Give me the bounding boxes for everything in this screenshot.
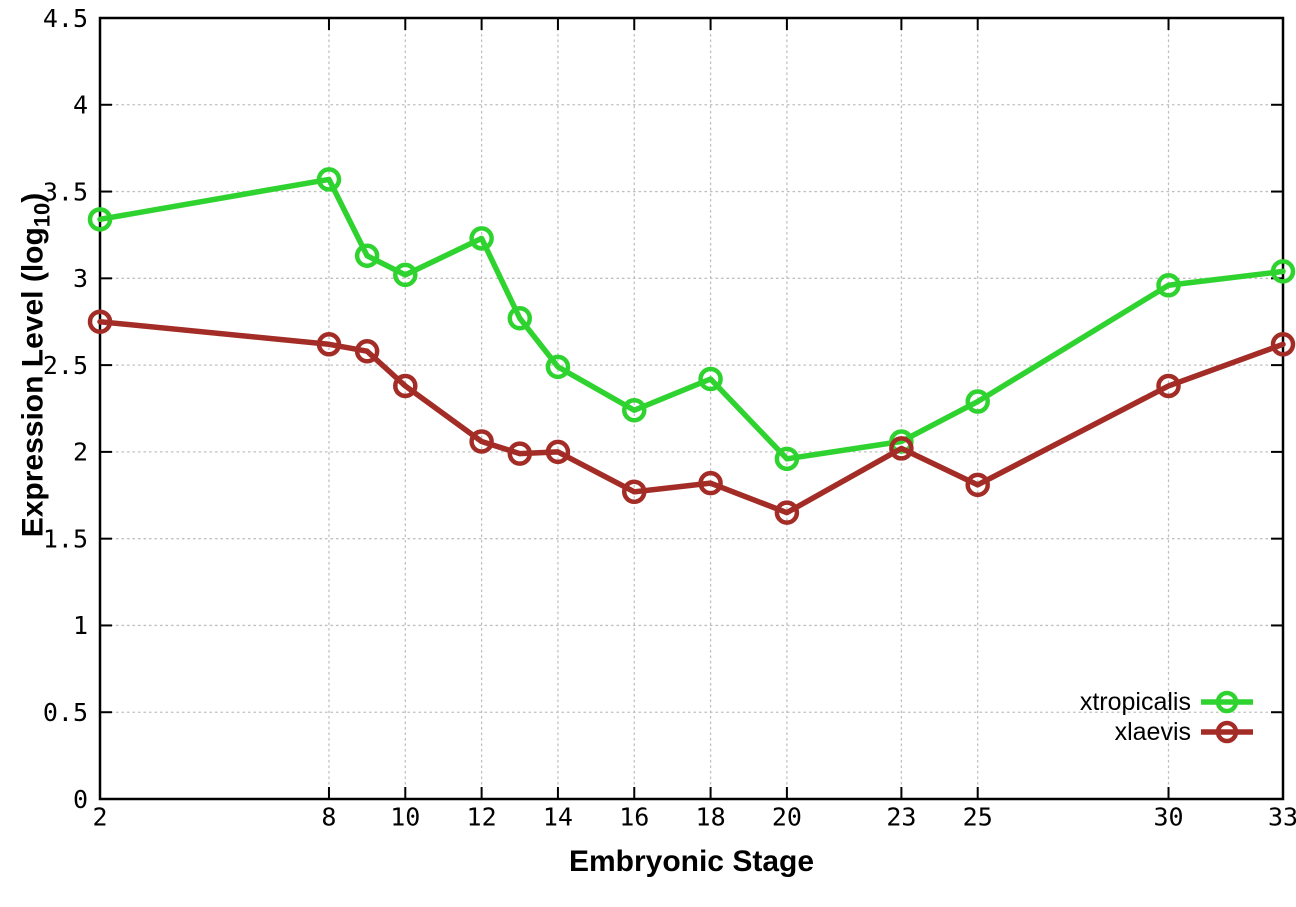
data-point-xtropicalis-stage-18: [698, 366, 723, 392]
data-point-xtropicalis-stage-2: [87, 207, 113, 232]
legend-sample-circle: [1215, 720, 1239, 744]
y-axis-title-subscript: 10: [29, 202, 55, 228]
data-point-xtropicalis-stage-8: [316, 167, 342, 192]
x-tick-label: 30: [1153, 802, 1183, 831]
x-tick-label: 14: [543, 802, 573, 831]
data-point-xlaevis-stage-9: [354, 338, 380, 364]
x-tick-label: 16: [619, 802, 649, 831]
legend-marker-xlaevis-icon: [1200, 717, 1254, 747]
x-tick-label: 18: [696, 802, 726, 831]
y-tick-label: 0: [73, 785, 88, 814]
data-point-xlaevis-stage-16: [622, 479, 647, 505]
y-tick-label: 1: [73, 611, 88, 640]
data-point-xlaevis-stage-8: [316, 332, 342, 357]
y-axis-title-main: Expression Level (log: [16, 227, 50, 538]
y-tick-label: 2: [73, 438, 88, 467]
data-point-xlaevis-stage-10: [393, 373, 418, 399]
data-point-xlaevis-stage-25: [965, 472, 990, 498]
legend-label-xlaevis: xlaevis: [1114, 718, 1191, 746]
x-tick-label: 25: [963, 802, 993, 831]
y-tick-label: 4.5: [43, 4, 88, 33]
x-tick-label: 33: [1268, 802, 1296, 831]
data-point-xtropicalis-stage-25: [965, 389, 990, 414]
legend-row-xlaevis: xlaevis: [1080, 717, 1254, 747]
legend-marker-xtropicalis-icon: [1200, 687, 1254, 717]
data-point-xlaevis-stage-18: [698, 470, 723, 496]
x-tick-label: 2: [92, 802, 107, 831]
data-point-xlaevis-stage-2: [87, 309, 113, 334]
legend: xtropicalis xlaevis: [1080, 687, 1254, 747]
y-axis-title-end: ): [16, 192, 50, 203]
data-point-xtropicalis-stage-30: [1156, 273, 1181, 298]
data-point-xlaevis-stage-23: [889, 436, 914, 461]
data-point-xtropicalis-stage-20: [774, 446, 800, 472]
y-axis-title: Expression Level (log10): [17, 193, 56, 538]
legend-label-xtropicalis: xtropicalis: [1079, 688, 1191, 716]
data-point-xtropicalis-stage-16: [622, 397, 647, 423]
data-point-xtropicalis-stage-13: [507, 306, 533, 331]
data-point-xtropicalis-stage-9: [354, 243, 380, 269]
x-tick-label: 20: [772, 802, 802, 831]
data-point-xlaevis-stage-13: [507, 441, 533, 466]
y-tick-label: 1.5: [43, 524, 88, 553]
x-axis-title: Embryonic Stage: [568, 845, 815, 878]
series-line-xlaevis: [97, 318, 1286, 516]
x-tick-label: 12: [467, 802, 497, 831]
data-point-xlaevis-stage-14: [545, 439, 571, 465]
legend-row-xtropicalis: xtropicalis: [1080, 687, 1254, 717]
x-tick-label: 8: [321, 802, 336, 831]
y-tick-label: 2.5: [43, 351, 88, 380]
data-point-xtropicalis-stage-10: [393, 262, 418, 288]
data-point-xtropicalis-stage-33: [1270, 259, 1296, 284]
data-point-xlaevis-stage-12: [469, 429, 494, 454]
plot-border: [98, 16, 1285, 801]
legend-sample-circle: [1215, 690, 1239, 714]
data-point-xtropicalis-stage-14: [545, 354, 571, 380]
data-point-xlaevis-stage-33: [1270, 332, 1296, 357]
x-tick-label: 23: [886, 802, 916, 831]
x-tick-label: 10: [390, 802, 420, 831]
series-line-xtropicalis: [97, 176, 1286, 462]
data-point-xlaevis-stage-20: [774, 500, 800, 525]
data-point-xlaevis-stage-30: [1156, 373, 1181, 399]
y-tick-label: 4: [73, 91, 88, 120]
y-tick-label: 3: [73, 264, 88, 293]
data-point-xtropicalis-stage-12: [469, 226, 494, 251]
y-tick-label: 3.5: [43, 177, 88, 206]
y-tick-label: 0.5: [43, 698, 88, 727]
